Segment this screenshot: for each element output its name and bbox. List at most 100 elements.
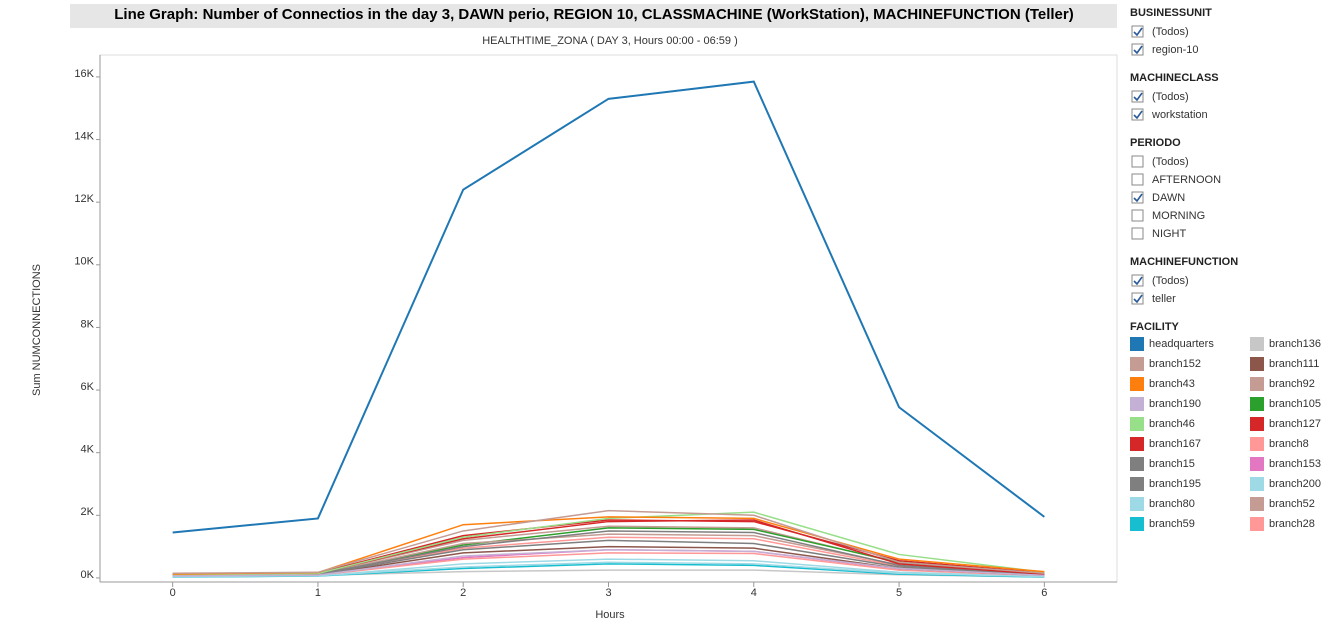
legend-swatch[interactable]	[1130, 457, 1144, 471]
filter-title: MACHINEFUNCTION	[1130, 256, 1238, 268]
legend-swatch[interactable]	[1130, 477, 1144, 491]
legend-swatch[interactable]	[1250, 517, 1264, 531]
checkbox[interactable]	[1131, 292, 1144, 305]
legend-label[interactable]: branch15	[1149, 458, 1195, 470]
x-tick-label: 2	[460, 587, 466, 599]
filter-option[interactable]: DAWN	[1152, 192, 1185, 204]
legend-label[interactable]: branch59	[1149, 518, 1195, 530]
legend-swatch[interactable]	[1250, 377, 1264, 391]
checkbox[interactable]	[1131, 90, 1144, 103]
checkmark[interactable]	[1133, 92, 1143, 102]
legend-swatch[interactable]	[1250, 397, 1264, 411]
legend-label[interactable]: branch105	[1269, 398, 1321, 410]
legend-swatch[interactable]	[1130, 417, 1144, 431]
filter-title: PERIODO	[1130, 137, 1181, 149]
legend-label[interactable]: branch28	[1269, 518, 1315, 530]
x-tick-label: 6	[1041, 587, 1047, 599]
legend-label[interactable]: branch136	[1269, 338, 1321, 350]
filter-option[interactable]: (Todos)	[1152, 26, 1189, 38]
y-tick-label: 2K	[81, 506, 95, 518]
legend-label[interactable]: branch195	[1149, 478, 1201, 490]
legend-swatch[interactable]	[1130, 397, 1144, 411]
checkbox[interactable]	[1131, 108, 1144, 121]
y-tick-label: 4K	[81, 444, 95, 456]
legend-swatch[interactable]	[1250, 497, 1264, 511]
legend-swatch[interactable]	[1250, 477, 1264, 491]
legend-swatch[interactable]	[1130, 357, 1144, 371]
filter-option[interactable]: region-10	[1152, 44, 1198, 56]
legend-swatch[interactable]	[1250, 457, 1264, 471]
checkbox[interactable]	[1131, 191, 1144, 204]
filter-option[interactable]: AFTERNOON	[1152, 174, 1221, 186]
checkbox[interactable]	[1131, 43, 1144, 56]
checkbox[interactable]	[1131, 227, 1144, 240]
legend-swatch[interactable]	[1130, 337, 1144, 351]
checkbox[interactable]	[1131, 274, 1144, 287]
filter-title: BUSINESSUNIT	[1130, 7, 1212, 19]
filter-option[interactable]: MORNING	[1152, 210, 1205, 222]
filter-option[interactable]: NIGHT	[1152, 228, 1187, 240]
plot-area	[99, 54, 1118, 583]
legend-label[interactable]: branch127	[1269, 418, 1321, 430]
filter-option[interactable]: (Todos)	[1152, 91, 1189, 103]
legend-label[interactable]: branch80	[1149, 498, 1195, 510]
legend-label[interactable]: branch111	[1269, 358, 1319, 370]
checkmark[interactable]	[1133, 110, 1143, 120]
legend-label[interactable]: branch8	[1269, 438, 1309, 450]
filter-option[interactable]: workstation	[1151, 109, 1208, 121]
y-tick-label: 10K	[74, 256, 94, 268]
legend-swatch[interactable]	[1130, 377, 1144, 391]
y-tick-label: 8K	[81, 318, 95, 330]
legend-swatch[interactable]	[1130, 497, 1144, 511]
legend-swatch[interactable]	[1250, 437, 1264, 451]
y-tick-label: 0K	[81, 569, 95, 581]
legend-label[interactable]: branch200	[1269, 478, 1321, 490]
x-tick-label: 4	[751, 587, 757, 599]
line-series	[172, 511, 1045, 576]
x-axis-label: Hours	[595, 609, 625, 621]
y-tick-label: 14K	[74, 130, 94, 142]
checkmark[interactable]	[1133, 294, 1143, 304]
legend-swatch[interactable]	[1130, 437, 1144, 451]
legend-label[interactable]: headquarters	[1149, 338, 1214, 350]
checkbox[interactable]	[1131, 209, 1144, 222]
legend-label[interactable]: branch92	[1269, 378, 1315, 390]
checkmark[interactable]	[1133, 45, 1143, 55]
legend-label[interactable]: branch190	[1149, 398, 1201, 410]
filter-option[interactable]: (Todos)	[1152, 275, 1189, 287]
y-tick-label: 12K	[74, 193, 94, 205]
title-bar	[70, 4, 1117, 28]
y-axis-label: Sum NUMCONNECTIONS	[31, 264, 43, 396]
legend-title: FACILITY	[1130, 321, 1180, 333]
legend-label[interactable]: branch153	[1269, 458, 1321, 470]
checkbox[interactable]	[1131, 155, 1144, 168]
legend-swatch[interactable]	[1250, 417, 1264, 431]
legend-swatch[interactable]	[1130, 517, 1144, 531]
checkmark[interactable]	[1133, 27, 1143, 37]
line-series	[172, 548, 1045, 577]
legend-swatch[interactable]	[1250, 357, 1264, 371]
chart-title: Line Graph: Number of Connectios in the …	[114, 6, 1074, 23]
x-tick-label: 1	[315, 587, 321, 599]
checkbox[interactable]	[1131, 25, 1144, 38]
x-tick-label: 3	[605, 587, 611, 599]
legend-label[interactable]: branch152	[1149, 358, 1201, 370]
chart-subtitle: HEALTHTIME_ZONA ( DAY 3, Hours 00:00 - 0…	[482, 35, 738, 47]
legend-label[interactable]: branch46	[1149, 418, 1195, 430]
checkmark[interactable]	[1133, 276, 1143, 286]
legend-label[interactable]: branch167	[1149, 438, 1201, 450]
filter-option[interactable]: (Todos)	[1152, 156, 1189, 168]
x-tick-label: 5	[896, 587, 902, 599]
legend-label[interactable]: branch52	[1269, 498, 1315, 510]
checkbox[interactable]	[1131, 173, 1144, 186]
legend-swatch[interactable]	[1250, 337, 1264, 351]
filter-option[interactable]: teller	[1152, 293, 1176, 305]
filter-title: MACHINECLASS	[1130, 72, 1219, 84]
legend-label[interactable]: branch43	[1149, 378, 1195, 390]
y-tick-label: 16K	[74, 68, 94, 80]
line-series	[172, 509, 1045, 574]
x-tick-label: 0	[170, 587, 176, 599]
checkmark[interactable]	[1133, 193, 1143, 203]
y-tick-label: 6K	[81, 381, 95, 393]
